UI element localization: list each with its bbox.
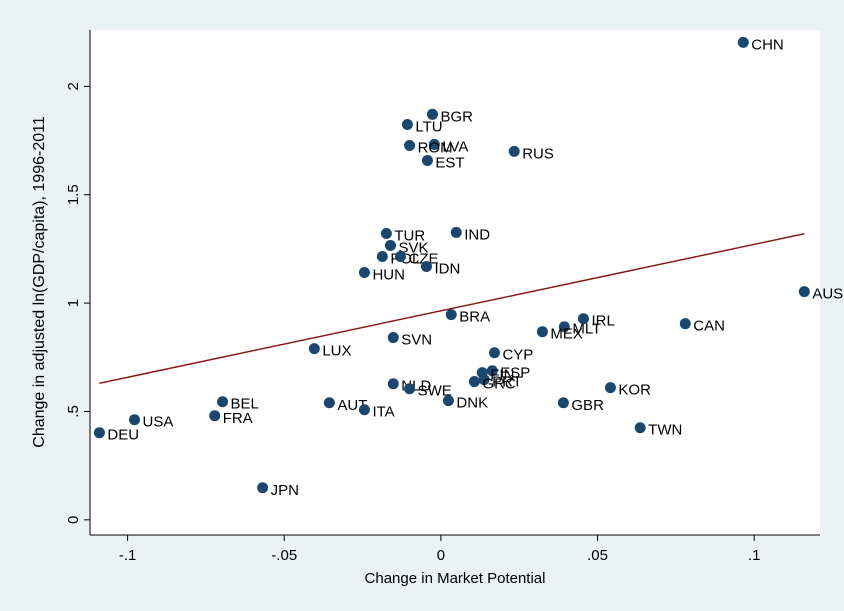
point-label: DEU (107, 427, 139, 444)
point-label: GBR (571, 397, 604, 414)
point (679, 318, 691, 330)
x-axis-title: Change in Market Potential (365, 570, 546, 587)
point (257, 482, 269, 494)
point (128, 414, 140, 426)
point-label: ESP (500, 365, 530, 382)
point-label: MLT (572, 321, 601, 338)
point-label: SWE (418, 383, 452, 400)
y-tick-label: 1.5 (65, 184, 82, 205)
point-label: LTU (415, 118, 442, 135)
point-label: KOR (618, 382, 651, 399)
point-label: LUX (322, 343, 351, 360)
point (421, 154, 433, 166)
x-tick-label: .1 (748, 547, 761, 564)
fit-line (99, 233, 805, 385)
point-label: ROM (418, 140, 453, 157)
point-label: FIN (490, 367, 514, 384)
point-label: JPN (271, 482, 299, 499)
point (387, 378, 399, 390)
point (558, 321, 570, 333)
point-label: MEX (550, 326, 583, 343)
point (557, 397, 569, 409)
x-tick-label: -.1 (119, 547, 137, 564)
plot-area (90, 30, 820, 535)
point (426, 108, 438, 120)
y-tick-label: 2 (65, 82, 82, 90)
point (217, 396, 229, 408)
point (577, 313, 589, 325)
point-label: SVK (398, 239, 428, 256)
point (358, 267, 370, 279)
point-label: IRL (591, 313, 614, 330)
point (387, 332, 399, 344)
point-label: USA (142, 414, 173, 431)
point-label: EST (435, 154, 464, 171)
point-label: CZE (408, 250, 438, 267)
point-label: AUS (812, 286, 843, 303)
point (404, 383, 416, 395)
point-label: BGR (440, 108, 473, 125)
point-label: BRA (459, 309, 490, 326)
point (450, 226, 462, 238)
point-label: CHN (751, 36, 784, 53)
x-tick-label: -.05 (271, 547, 297, 564)
point-label: HUN (372, 267, 405, 284)
point (376, 250, 388, 262)
point-label: ITA (372, 404, 394, 421)
point (420, 260, 432, 272)
point (442, 395, 454, 407)
point-label: PRT (492, 374, 522, 391)
point-label: TWN (648, 422, 682, 439)
y-tick-label: .5 (65, 405, 82, 418)
point (478, 374, 490, 386)
point (401, 118, 413, 130)
point-label: BEL (231, 396, 259, 413)
point (394, 250, 406, 262)
point-label: IDN (434, 260, 460, 277)
point (737, 36, 749, 48)
point (209, 410, 221, 422)
point-label: CAN (693, 318, 725, 335)
point (404, 140, 416, 152)
point (93, 427, 105, 439)
point (445, 309, 457, 321)
point (798, 286, 810, 298)
x-tick-label: .05 (587, 547, 608, 564)
point (604, 382, 616, 394)
point (358, 404, 370, 416)
point (428, 138, 440, 150)
point-label: SVN (401, 332, 432, 349)
point-label: TUR (394, 228, 425, 245)
point-label: IND (464, 226, 490, 243)
point-label: FRA (223, 410, 253, 427)
point-label: LVA (442, 138, 468, 155)
x-tick-label: 0 (437, 547, 445, 564)
point (380, 228, 392, 240)
y-axis-title: Change in adjusted ln(GDP/capita), 1996-… (31, 116, 48, 448)
point (308, 343, 320, 355)
point (323, 397, 335, 409)
point (486, 365, 498, 377)
point (488, 347, 500, 359)
y-tick-label: 0 (65, 516, 82, 524)
point (634, 422, 646, 434)
point (468, 376, 480, 388)
point-label: GRC (482, 376, 516, 393)
y-tick-label: 1 (65, 299, 82, 307)
point (536, 326, 548, 338)
point-label: CYP (502, 347, 533, 364)
point (508, 145, 520, 157)
point-label: RUS (522, 145, 554, 162)
point (384, 239, 396, 251)
point-label: DNK (456, 395, 488, 412)
